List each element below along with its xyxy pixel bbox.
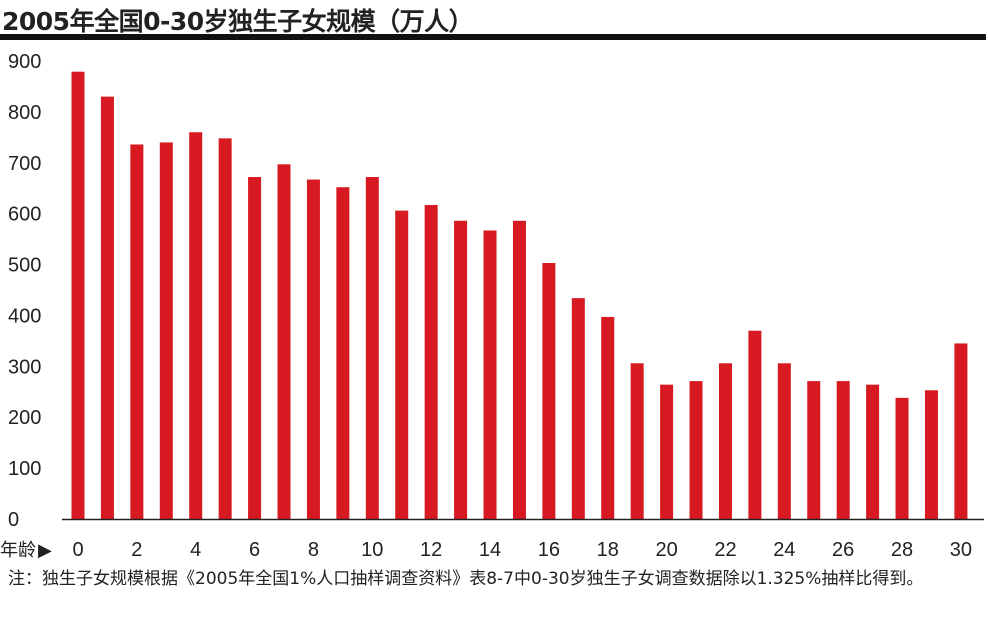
bar (601, 316, 615, 519)
x-axis-arrow: ▶ (38, 540, 52, 561)
x-tick-label: 18 (597, 539, 619, 561)
bar (836, 381, 850, 519)
x-tick-label: 24 (773, 539, 795, 561)
bar (189, 132, 203, 519)
bar (336, 187, 350, 519)
y-tick-label: 300 (8, 356, 41, 378)
bar (454, 220, 468, 519)
bar (365, 177, 379, 519)
x-tick-label: 8 (308, 539, 319, 561)
y-tick-label: 800 (8, 102, 41, 124)
footnote: 注：独生子女规模根据《2005年全国1%人口抽样调查资料》表8-7中0-30岁独… (8, 569, 924, 589)
bar (395, 210, 409, 519)
bar (718, 363, 732, 519)
x-tick-label: 22 (714, 539, 736, 561)
y-axis: 0 100 200 300 400 500 600 700 800 900 (8, 51, 41, 531)
bar (130, 144, 144, 520)
bar (71, 71, 85, 519)
x-tick-label: 10 (361, 539, 383, 561)
bar (866, 384, 880, 519)
x-tick-label: 14 (479, 539, 501, 561)
bar (218, 138, 232, 519)
y-tick-label: 100 (8, 458, 41, 480)
bar (895, 397, 909, 519)
bar (748, 330, 762, 519)
x-tick-label: 16 (538, 539, 560, 561)
bar (954, 343, 968, 519)
y-tick-label: 200 (8, 407, 41, 429)
bar (306, 179, 320, 519)
bar (924, 390, 938, 519)
x-tick-label: 12 (420, 539, 442, 561)
bar (248, 177, 262, 519)
bar (483, 230, 497, 519)
bar (660, 384, 674, 519)
x-tick-label: 4 (190, 539, 201, 561)
y-tick-label: 900 (8, 51, 41, 73)
x-tick-label: 26 (832, 539, 854, 561)
bar (777, 363, 791, 519)
title-rule (0, 34, 986, 40)
x-tick-label: 2 (131, 539, 142, 561)
bar (424, 205, 438, 519)
bar (159, 142, 173, 519)
chart-title: 2005年全国0-30岁独生子女规模（万人） (2, 7, 474, 36)
y-tick-label: 600 (8, 204, 41, 226)
x-tick-label: 20 (655, 539, 677, 561)
bar (807, 381, 821, 519)
x-tick-label: 0 (72, 539, 83, 561)
x-tick-label: 30 (950, 539, 972, 561)
y-tick-label: 500 (8, 255, 41, 277)
y-tick-label: 700 (8, 153, 41, 175)
x-axis: 年龄 ▶ 0 2 4 6 8 10 12 14 16 18 20 22 24 26 28 30 (0, 539, 972, 561)
bar (689, 381, 703, 519)
bar (100, 96, 114, 519)
bar (542, 263, 556, 519)
bar (277, 164, 291, 519)
y-tick-label: 0 (8, 509, 19, 531)
bar (630, 363, 644, 519)
bars-group (71, 71, 968, 520)
x-tick-label: 28 (891, 539, 913, 561)
bar (512, 220, 526, 519)
x-tick-label: 6 (249, 539, 260, 561)
y-tick-label: 400 (8, 305, 41, 327)
x-axis-label: 年龄 (0, 540, 36, 561)
bar (571, 298, 585, 519)
